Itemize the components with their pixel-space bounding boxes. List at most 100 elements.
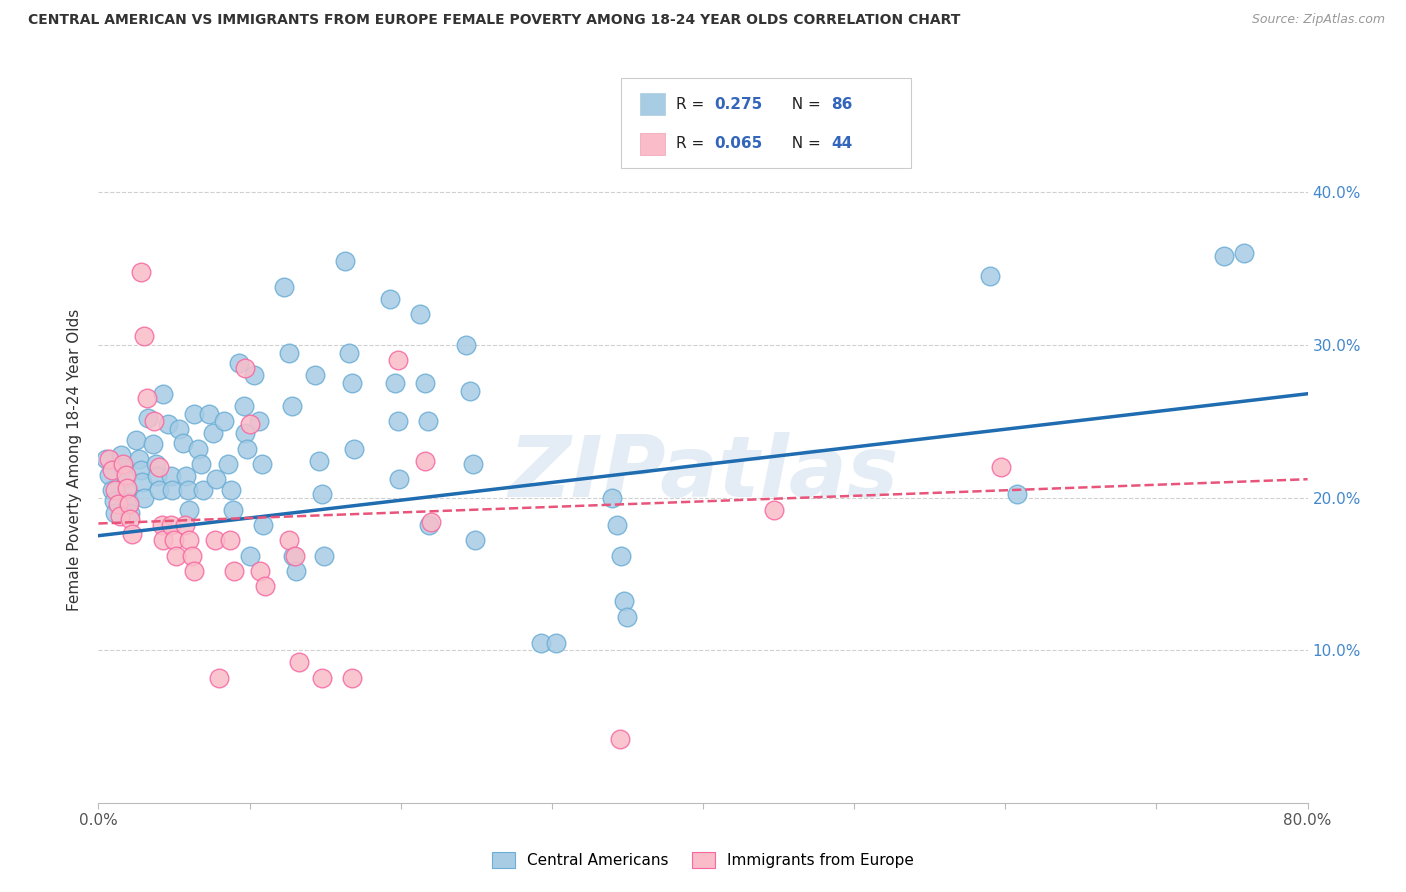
Point [388,472,411,486]
Point [121,527,143,541]
Point [610,549,633,563]
Point [104,506,127,520]
Point [172,435,194,450]
Point [232,399,254,413]
Text: 0.065: 0.065 [714,136,762,152]
Point [609,731,631,746]
Point [458,384,481,398]
Point [212,414,235,428]
Point [204,533,226,548]
Point [143,414,166,428]
Point [197,407,219,421]
Point [181,549,204,563]
Point [110,448,132,462]
Point [145,457,167,471]
Text: R =: R = [676,136,710,152]
Point [247,414,270,428]
Point [464,533,486,548]
Point [288,656,311,670]
Point [125,433,148,447]
Point [160,469,183,483]
Text: Source: ZipAtlas.com: Source: ZipAtlas.com [1251,13,1385,27]
Point [176,483,198,497]
Point [602,491,624,505]
Point [174,469,197,483]
Text: N =: N = [782,136,825,152]
Point [1213,249,1236,263]
Point [387,414,409,428]
Point [384,376,406,390]
Point [131,475,153,490]
Point [111,457,134,471]
Point [418,518,440,533]
Point [103,493,125,508]
Point [179,533,201,548]
Point [454,338,477,352]
Point [239,549,262,563]
Point [413,376,436,390]
Point [104,483,127,497]
Point [107,497,129,511]
Point [546,635,568,649]
Point [763,502,786,516]
Point [1007,487,1029,501]
Point [252,518,274,533]
Point [979,269,1001,284]
Point [136,411,159,425]
Point [128,452,150,467]
Point [463,457,485,471]
Point [342,671,364,685]
Point [387,353,409,368]
Text: CENTRAL AMERICAN VS IMMIGRANTS FROM EUROPE FEMALE POVERTY AMONG 18-24 YEAR OLDS : CENTRAL AMERICAN VS IMMIGRANTS FROM EURO… [28,13,960,28]
Point [273,280,295,294]
Point [208,671,231,685]
Point [152,386,174,401]
Point [342,376,364,390]
Point [283,549,305,563]
Point [114,471,136,485]
Point [118,495,141,509]
Point [228,356,250,370]
Text: R =: R = [676,96,710,112]
Point [235,442,257,456]
Text: 0.275: 0.275 [714,96,762,112]
Point [148,460,170,475]
Point [606,518,628,533]
Point [129,265,152,279]
Point [150,518,173,533]
Point [167,422,190,436]
Text: 86: 86 [831,96,852,112]
Point [205,472,228,486]
Y-axis label: Female Poverty Among 18-24 Year Olds: Female Poverty Among 18-24 Year Olds [67,309,83,610]
Point [111,460,134,475]
Point [990,460,1012,475]
Point [420,515,443,529]
Point [284,549,307,563]
Point [101,483,124,497]
Point [148,483,170,497]
Point [277,533,299,548]
Point [173,518,195,533]
Point [613,594,636,608]
Point [191,483,214,497]
Point [253,579,276,593]
Point [156,417,179,432]
Point [1233,246,1256,260]
Point [250,457,273,471]
Point [187,442,209,456]
Point [165,549,187,563]
Point [114,467,136,482]
Point [183,407,205,421]
Point [311,487,333,501]
Point [135,392,157,406]
Point [132,328,155,343]
Point [183,564,205,578]
Text: ZIPatlas: ZIPatlas [508,432,898,515]
Point [304,368,326,383]
Point [120,512,142,526]
Point [233,360,256,375]
Point [94,452,117,467]
Text: N =: N = [782,96,825,112]
Point [219,533,242,548]
Point [222,502,245,516]
